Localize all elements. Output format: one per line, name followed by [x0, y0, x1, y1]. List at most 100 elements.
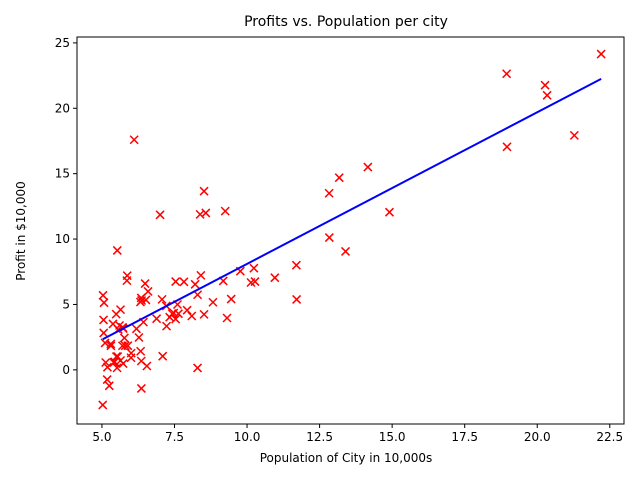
data-point-stroke [596, 49, 606, 59]
data-point [171, 277, 181, 287]
data-point [292, 294, 302, 304]
data-point [324, 233, 334, 243]
data-point-stroke [142, 361, 152, 371]
data-point-stroke [226, 294, 236, 304]
data-point [270, 273, 280, 283]
data-point [136, 383, 146, 393]
x-axis-label: Population of City in 10,000s [260, 451, 433, 465]
data-point-stroke [119, 333, 129, 343]
data-point [201, 208, 211, 218]
data-point-stroke [108, 319, 118, 329]
data-point [249, 263, 259, 273]
data-point-stroke [165, 312, 175, 322]
data-point-stroke [220, 206, 230, 216]
data-point-stroke [131, 324, 141, 334]
data-point-stroke [502, 69, 512, 79]
data-point [195, 209, 205, 219]
data-point [99, 315, 109, 325]
data-point-stroke [218, 276, 228, 286]
data-point [112, 363, 122, 373]
data-point-stroke [111, 352, 121, 362]
data-point-stroke [129, 135, 139, 145]
data-point-stroke [540, 80, 550, 90]
data-point [136, 293, 146, 303]
data-point-stroke [341, 246, 351, 256]
data-point [106, 341, 116, 351]
data-point [126, 353, 136, 363]
data-point [220, 206, 230, 216]
data-point [98, 400, 108, 410]
data-point [106, 339, 116, 349]
data-point-stroke [291, 260, 301, 270]
data-point [112, 245, 122, 255]
data-point-stroke [195, 209, 205, 219]
data-point [104, 381, 114, 391]
data-point-stroke [222, 313, 232, 323]
data-point-stroke [324, 233, 334, 243]
data-point-stroke [110, 357, 120, 367]
data-point [208, 297, 218, 307]
data-point-stroke [113, 352, 123, 362]
data-point-stroke [118, 359, 128, 369]
data-point [120, 341, 130, 351]
data-point-stroke [134, 332, 144, 343]
data-point [192, 363, 203, 373]
data-point-stroke [158, 351, 168, 361]
data-point [173, 309, 183, 319]
data-point [102, 362, 112, 372]
data-point [226, 294, 236, 304]
data-point [196, 270, 206, 280]
data-point-stroke [99, 328, 109, 338]
data-point [143, 286, 153, 296]
data-point-stroke [112, 363, 122, 373]
data-point-stroke [98, 400, 108, 410]
data-point [199, 309, 209, 319]
data-point-stroke [190, 279, 200, 289]
y-tick-label: 10 [55, 232, 70, 246]
data-point [190, 279, 200, 289]
data-point [136, 356, 146, 366]
x-tick-label: 17.5 [451, 430, 478, 444]
y-tick-label: 20 [55, 101, 70, 115]
data-point-stroke [143, 286, 153, 296]
data-point-stroke [201, 208, 211, 218]
data-point [119, 333, 129, 343]
data-point-stroke [542, 90, 552, 100]
data-point-stroke [363, 162, 373, 172]
data-point-stroke [569, 130, 579, 140]
data-point [291, 260, 301, 270]
fit-line [102, 77, 602, 341]
data-point-stroke [199, 309, 209, 319]
data-point [131, 324, 141, 334]
data-point-stroke [196, 270, 206, 280]
data-point-stroke [324, 188, 334, 198]
data-point [115, 305, 126, 315]
data-point-stroke [334, 173, 344, 183]
data-point [141, 295, 151, 305]
data-point-stroke [102, 362, 112, 372]
data-point-stroke [141, 295, 151, 305]
x-tick-label: 15.0 [379, 430, 406, 444]
data-point [502, 69, 512, 79]
data-point [187, 311, 197, 321]
data-point-stroke [152, 314, 162, 324]
data-point-stroke [115, 305, 126, 315]
data-point-stroke [136, 293, 146, 303]
chart-title: Profits vs. Population per city [244, 14, 448, 30]
data-point [118, 359, 128, 369]
data-point-stroke [101, 357, 111, 368]
data-point-stroke [99, 315, 109, 325]
data-point-stroke [99, 298, 109, 308]
y-axis-label: Profit in $10,000 [14, 181, 28, 281]
data-point-stroke [115, 320, 125, 331]
data-point [542, 90, 552, 100]
data-point-stroke [138, 317, 148, 327]
data-point-stroke [117, 341, 128, 351]
data-point-stroke [199, 186, 209, 196]
data-point-stroke [192, 363, 203, 373]
data-point [140, 279, 150, 289]
data-point [152, 314, 162, 324]
data-point-stroke [172, 299, 183, 310]
data-point [250, 277, 260, 287]
